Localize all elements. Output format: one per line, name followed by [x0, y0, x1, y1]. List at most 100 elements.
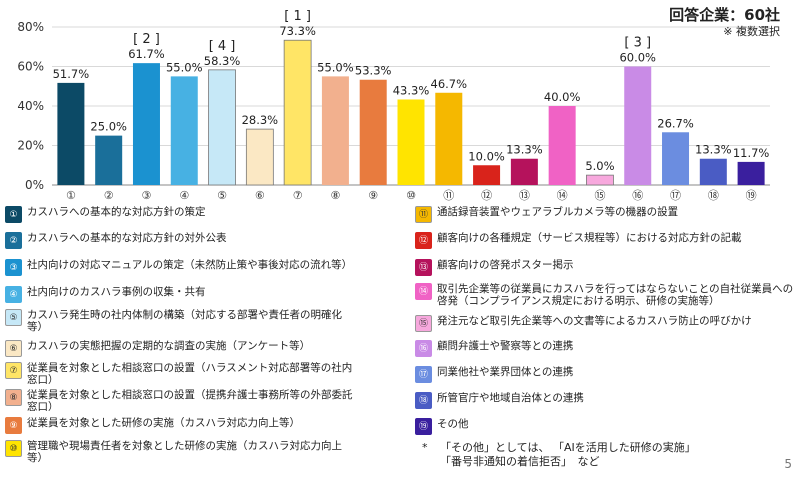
legend-text: 顧客向けの啓発ポスター掲示	[437, 259, 574, 271]
x-tick-label: ⑧	[330, 189, 340, 202]
legend-number: ①	[5, 206, 22, 223]
data-label: 13.3%	[506, 143, 543, 157]
legend-number: ⑭	[415, 283, 432, 300]
data-label: 60.0%	[619, 51, 656, 65]
legend-item-8: ⑧ 従業員を対象とした相談窓口の設置（提携弁護士事務所等の外部委託窓口）	[5, 389, 360, 413]
legend-text: 取引先企業等の従業員にカスハラを行ってはならないことの自社従業員への啓発（コンプ…	[437, 283, 794, 307]
bar-9	[359, 79, 387, 185]
legend-number: ④	[5, 286, 22, 303]
x-tick-label: ⑪	[443, 189, 454, 202]
legend-text: 社内向けの対応マニュアルの策定（未然防止策や事後対応の流れ等）	[27, 259, 353, 271]
legend-item-19: ⑲ その他	[415, 418, 795, 435]
y-tick-label: 20%	[17, 139, 44, 153]
legend-item-11: ⑪ 通話録音装置やウェアラブルカメラ等の機器の設置	[415, 206, 795, 223]
bar-5	[208, 69, 236, 186]
data-label: 55.0%	[166, 60, 203, 74]
bar-16	[624, 66, 652, 185]
legend-number: ③	[5, 259, 22, 276]
legend-item-9: ⑨ 従業員を対象とした研修の実施（カスハラ対応力向上等）	[5, 417, 410, 434]
legend-text: カスハラ発生時の社内体制の構築（対応する部署や責任者の明確化等）	[27, 309, 342, 333]
rank-label: [ 1 ]	[284, 9, 311, 24]
legend-text: 顧問弁護士や警察等との連携	[437, 340, 574, 352]
bar-14	[548, 106, 576, 185]
x-tick-label: ⑮	[594, 189, 605, 202]
note-line-2: 「番号非通知の着信拒否」 など	[440, 455, 600, 468]
data-label: 40.0%	[544, 90, 581, 104]
data-label: 58.3%	[204, 54, 241, 68]
x-tick-label: ⑭	[557, 189, 568, 202]
data-label: 25.0%	[90, 120, 127, 134]
legend-number: ⑮	[415, 315, 432, 332]
data-label: 10.0%	[468, 149, 505, 163]
legend-number: ⑦	[5, 362, 22, 379]
x-tick-label: ⑬	[519, 189, 530, 202]
legend-number: ⑤	[5, 309, 22, 326]
other-answers-note: * 「その他」としては、 「AIを活用した研修の実施」 「番号非通知の着信拒否」…	[422, 441, 696, 469]
page-number: 5	[784, 457, 792, 471]
legend-item-15: ⑮ 発注元など取引先企業等への文書等によるカスハラ防止の呼びかけ	[415, 315, 795, 332]
data-label: 43.3%	[393, 83, 430, 97]
legend-text: 発注元など取引先企業等への文書等によるカスハラ防止の呼びかけ	[437, 315, 752, 327]
legend-text: 顧客向けの各種規定（サービス規程等）における対応方針の記載	[437, 232, 742, 244]
legend-text: 社内向けのカスハラ事例の収集・共有	[27, 286, 206, 298]
legend-item-16: ⑯ 顧問弁護士や警察等との連携	[415, 340, 795, 357]
legend-number: ⑩	[5, 440, 22, 457]
bar-18	[699, 158, 727, 185]
x-tick-label: ⑫	[481, 189, 492, 202]
data-label: 55.0%	[317, 60, 354, 74]
legend-number: ⑥	[5, 340, 22, 357]
data-label: 53.3%	[355, 64, 392, 78]
legend-item-6: ⑥ カスハラの実態把握の定期的な調査の実施（アンケート等）	[5, 340, 410, 357]
legend-item-14: ⑭ 取引先企業等の従業員にカスハラを行ってはならないことの自社従業員への啓発（コ…	[415, 283, 795, 307]
bar-chart: 0% 20% 40% 60% 80% 51.7% ① 25.0% ② 61.7% ③ 55.0% ④ 58…	[17, 9, 770, 202]
data-label: 73.3%	[279, 24, 316, 38]
legend-text: 従業員を対象とした相談窓口の設置（提携弁護士事務所等の外部委託窓口）	[27, 389, 353, 413]
x-tick-label: ⑦	[293, 189, 303, 202]
bar-2	[95, 135, 123, 185]
legend-text: 従業員を対象とした研修の実施（カスハラ対応力向上等）	[27, 417, 300, 429]
y-tick-label: 60%	[17, 60, 44, 74]
y-tick-label: 80%	[17, 20, 44, 34]
legend-number: ⑯	[415, 340, 432, 357]
bar-15	[586, 174, 614, 186]
legend-item-4: ④ 社内向けのカスハラ事例の収集・共有	[5, 286, 410, 303]
legend-item-1: ① カスハラへの基本的な対応方針の策定	[5, 206, 410, 223]
rank-label: [ 3 ]	[624, 36, 651, 51]
legend-text: 通話録音装置やウェアラブルカメラ等の機器の設置	[437, 206, 679, 218]
x-tick-label: ⑯	[632, 189, 643, 202]
legend-text: カスハラの実態把握の定期的な調査の実施（アンケート等）	[27, 340, 311, 352]
legend-text: カスハラへの基本的な対応方針の対外公表	[27, 232, 227, 244]
legend-item-18: ⑱ 所管官庁や地域自治体との連携	[415, 392, 795, 409]
legend-item-7: ⑦ 従業員を対象とした相談窓口の設置（ハラスメント対応部署等の社内窓口）	[5, 362, 360, 386]
legend-number: ⑱	[415, 392, 432, 409]
x-tick-label: ⑩	[406, 189, 416, 202]
legend-number: ⑲	[415, 418, 432, 435]
x-tick-label: ③	[142, 189, 152, 202]
x-tick-label: ⑲	[746, 189, 757, 202]
legend-item-10: ⑩ 管理職や現場責任者を対象とした研修の実施（カスハラ対応力向上等）	[5, 440, 350, 464]
legend-text: その他	[437, 418, 469, 430]
data-label: 26.7%	[657, 116, 694, 130]
multiple-answers-note: ※ 複数選択	[723, 25, 780, 38]
legend-text: 所管官庁や地域自治体との連携	[437, 392, 584, 404]
bar-3	[132, 63, 160, 185]
y-tick-label: 0%	[25, 178, 44, 192]
bar-6	[245, 128, 274, 186]
legend-number: ⑧	[5, 389, 22, 406]
x-tick-label: ⑱	[708, 189, 719, 202]
legend-text: 従業員を対象とした相談窓口の設置（ハラスメント対応部署等の社内窓口）	[27, 362, 353, 386]
note-line-1: 「その他」としては、 「AIを活用した研修の実施」	[440, 441, 696, 454]
legend-number: ⑨	[5, 417, 22, 434]
legend-text: カスハラへの基本的な対応方針の策定	[27, 206, 206, 218]
legend-number: ⑪	[415, 206, 432, 223]
data-label: 11.7%	[733, 146, 770, 160]
legend-item-12: ⑫ 顧客向けの各種規定（サービス規程等）における対応方針の記載	[415, 232, 795, 249]
legend-number: ⑰	[415, 366, 432, 383]
bar-8	[321, 76, 349, 185]
bar-19	[737, 161, 765, 185]
bar-1	[57, 82, 85, 185]
bar-11	[435, 92, 463, 185]
legend-item-5: ⑤ カスハラ発生時の社内体制の構築（対応する部署や責任者の明確化等）	[5, 309, 350, 333]
note-asterisk: *	[422, 441, 428, 454]
data-label: 28.3%	[242, 113, 279, 127]
